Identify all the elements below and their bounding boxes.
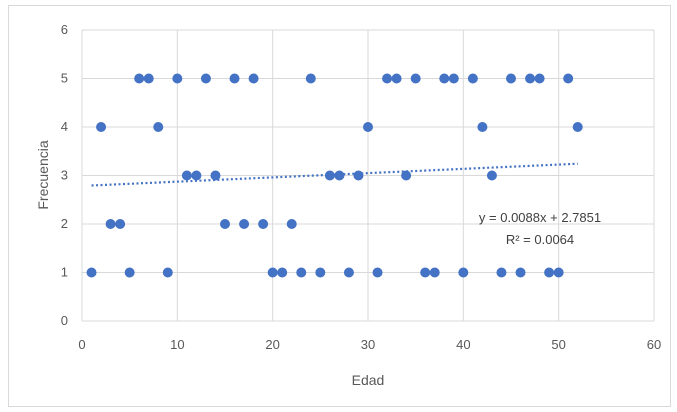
data-point <box>153 122 164 132</box>
data-point <box>220 219 230 229</box>
data-point <box>134 73 145 84</box>
data-point <box>429 267 440 278</box>
data-point <box>553 267 564 278</box>
data-point <box>296 267 307 278</box>
data-point <box>534 73 545 84</box>
data-point <box>382 73 393 84</box>
data-point <box>315 267 326 278</box>
data-point <box>410 73 421 84</box>
chart-frame <box>8 5 671 407</box>
data-point <box>563 73 574 84</box>
x-tick-label: 0 <box>78 337 85 352</box>
data-point <box>372 267 383 278</box>
data-point <box>467 73 478 84</box>
data-point <box>239 219 250 229</box>
data-point <box>363 122 373 132</box>
data-point <box>496 267 507 278</box>
y-tick-label: 5 <box>61 71 68 86</box>
data-point <box>324 170 335 181</box>
y-tick-label: 1 <box>61 265 68 280</box>
y-tick-label: 4 <box>61 119 68 134</box>
data-point <box>420 267 431 278</box>
x-axis-label: Edad <box>352 372 385 388</box>
data-point <box>172 73 183 84</box>
data-point <box>96 122 107 132</box>
trendline-equation: y = 0.0088x + 2.7851 <box>479 210 601 225</box>
x-tick-label: 30 <box>361 337 375 352</box>
data-point <box>572 122 583 132</box>
data-point <box>458 267 469 278</box>
data-point <box>305 73 316 84</box>
data-point <box>477 122 488 132</box>
data-points <box>86 73 583 278</box>
data-point <box>191 170 202 181</box>
x-tick-label: 50 <box>551 337 565 352</box>
r-squared-label: R² = 0.0064 <box>506 232 574 247</box>
data-point <box>401 170 412 181</box>
data-point <box>525 73 536 84</box>
data-point <box>162 267 173 278</box>
data-point <box>353 170 364 181</box>
data-point <box>544 267 555 278</box>
data-point <box>286 219 297 229</box>
data-point <box>210 170 221 181</box>
data-point <box>267 267 278 278</box>
x-tick-label: 20 <box>265 337 279 352</box>
data-point <box>124 267 135 278</box>
x-tick-label: 40 <box>456 337 470 352</box>
x-tick-label: 10 <box>170 337 184 352</box>
data-point <box>515 267 526 278</box>
data-point <box>86 267 97 278</box>
data-point <box>334 170 345 181</box>
y-tick-label: 0 <box>61 313 68 328</box>
data-point <box>506 73 516 84</box>
data-point <box>277 267 288 278</box>
y-tick-label: 2 <box>61 216 68 231</box>
data-point <box>486 170 497 181</box>
data-point <box>105 219 116 229</box>
y-tick-label: 3 <box>61 168 68 183</box>
data-point <box>115 219 126 229</box>
data-point <box>258 219 269 229</box>
data-point <box>391 73 402 84</box>
data-point <box>181 170 192 181</box>
data-point <box>439 73 450 84</box>
data-point <box>248 73 259 84</box>
data-point <box>143 73 154 84</box>
data-point <box>448 73 459 84</box>
x-tick-label: 60 <box>647 337 661 352</box>
y-tick-label: 6 <box>61 22 68 37</box>
y-axis-label: Frecuencia <box>35 140 51 209</box>
data-point <box>229 73 240 84</box>
data-point <box>343 267 354 278</box>
data-point <box>200 73 211 84</box>
tick-labels: 0 10 20 30 40 50 60 0 1 2 3 4 5 6 <box>61 22 661 352</box>
